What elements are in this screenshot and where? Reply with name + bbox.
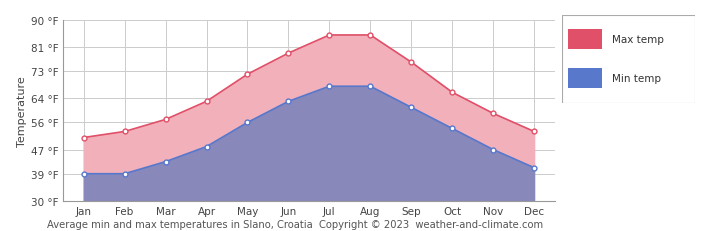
- FancyBboxPatch shape: [562, 16, 695, 104]
- Bar: [569, 30, 602, 49]
- Y-axis label: Temperature: Temperature: [17, 76, 27, 146]
- Text: Min temp: Min temp: [612, 73, 661, 83]
- Bar: [569, 69, 602, 88]
- Text: Average min and max temperatures in Slano, Croatia  Copyright © 2023  weather-an: Average min and max temperatures in Slan…: [47, 219, 543, 229]
- Text: Max temp: Max temp: [612, 35, 664, 45]
